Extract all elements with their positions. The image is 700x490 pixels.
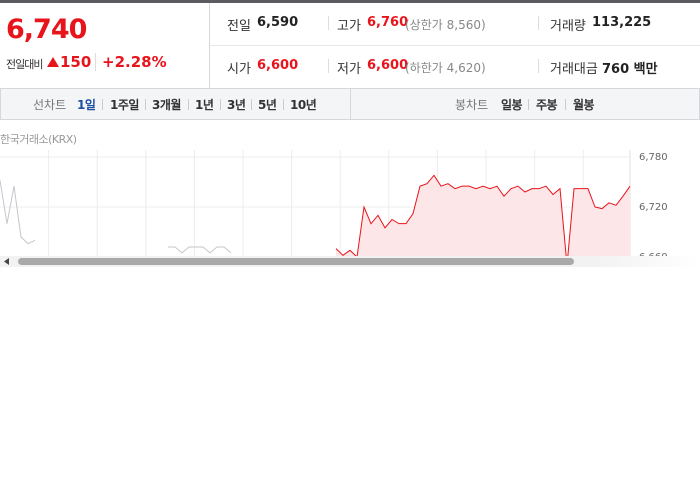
separator (538, 16, 539, 30)
tab[interactable]: 일봉 (501, 98, 523, 112)
tab[interactable]: 주봉 (536, 98, 558, 112)
tab-separator (251, 99, 252, 110)
tab[interactable]: 5년 (258, 98, 277, 112)
stat-note: (상한가 8,560) (405, 18, 486, 32)
tab-separator (220, 99, 221, 110)
tab[interactable]: 월봉 (573, 98, 595, 112)
change-rate: +2.28% (95, 53, 167, 71)
tab-group-label: 선차트 (33, 98, 67, 112)
scroll-left-arrow[interactable] (3, 257, 11, 266)
stat-label: 저가 (337, 62, 361, 77)
y-tick-label: 6,720 (639, 202, 668, 213)
tab-group-label: 봉차트 (455, 98, 489, 112)
stat-label: 고가 (337, 19, 361, 34)
y-tick-label: 6,780 (639, 152, 668, 163)
tab[interactable]: 1년 (195, 98, 214, 112)
stat-value: 6,590 (257, 15, 299, 30)
source: 한국거래소(KRX) (0, 133, 77, 146)
chart-area: 6,780 6,720 6,660 (0, 150, 700, 256)
stat-label: 거래량 (550, 19, 586, 34)
change: 150 (60, 53, 92, 71)
tab-separator (528, 99, 529, 110)
stat-value: 6,600 (257, 58, 299, 73)
tab-divider (350, 89, 351, 119)
stat-label: 전일 (227, 19, 251, 34)
chart: 6,780 6,720 6,660 (0, 150, 668, 256)
tab[interactable]: 3개월 (152, 98, 181, 112)
stat-label: 거래대금 (550, 62, 598, 77)
tab-separator (102, 99, 103, 110)
separator (538, 59, 539, 73)
stat-value: 113,225 (592, 15, 652, 30)
scroll-thumb[interactable] (18, 258, 574, 265)
tab-separator (565, 99, 566, 110)
area (336, 175, 630, 256)
tab[interactable]: 1일 (77, 98, 96, 112)
stat-value: 6,760 (367, 15, 409, 30)
line (335, 174, 631, 256)
up-arrow (47, 57, 59, 67)
tab-separator (188, 99, 189, 110)
stat-label: 시가 (227, 62, 251, 77)
line (0, 180, 232, 254)
quote-box (0, 3, 210, 88)
tab-separator (145, 99, 146, 110)
stat-value: 760 백만 (602, 62, 658, 77)
tab[interactable]: 1주일 (110, 98, 139, 112)
y-tick-label: 6,660 (639, 252, 668, 256)
separator (328, 59, 329, 73)
separator (328, 16, 329, 30)
price: 6,740 (6, 14, 87, 45)
tab[interactable]: 10년 (290, 98, 317, 112)
top-bar (0, 0, 700, 3)
tab-separator (283, 99, 284, 110)
row-divider (210, 45, 700, 46)
stat-note: (하한가 4,620) (405, 61, 486, 75)
tab[interactable]: 3년 (227, 98, 246, 112)
change-label: 전일대비 (6, 58, 43, 71)
stat-value: 6,600 (367, 58, 409, 73)
